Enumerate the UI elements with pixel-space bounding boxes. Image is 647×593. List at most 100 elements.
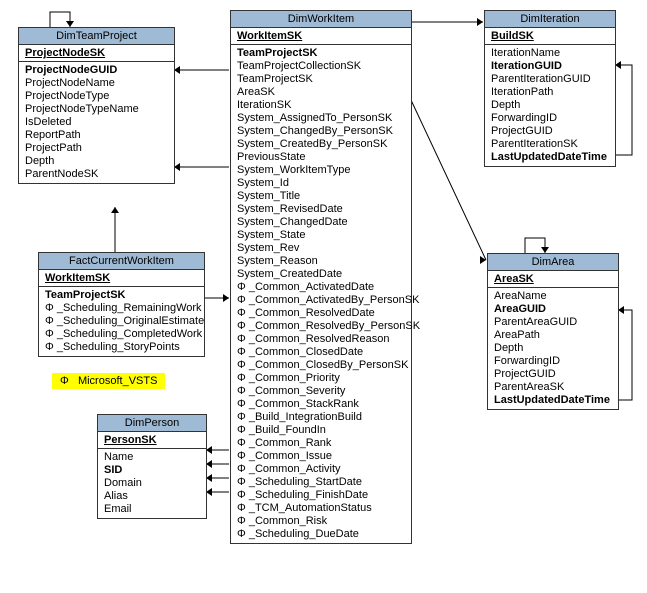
- entity-key: BuildSK: [485, 28, 615, 45]
- entity-field: System_ChangedDate: [237, 216, 405, 229]
- entity-field: System_Rev: [237, 242, 405, 255]
- entity-field: TeamProjectCollectionSK: [237, 60, 405, 73]
- entity-field: Φ _Scheduling_CompletedWork: [45, 328, 198, 341]
- entity-field: Domain: [104, 477, 200, 490]
- entity-field: IterationGUID: [491, 60, 609, 73]
- entity-field: ProjectNodeName: [25, 77, 168, 90]
- entity-field: Φ _Scheduling_OriginalEstimate: [45, 315, 198, 328]
- entity-field: Φ _Common_Issue: [237, 450, 405, 463]
- entity-key: WorkItemSK: [231, 28, 411, 45]
- entity-field: TeamProjectSK: [45, 289, 198, 302]
- entity-field: Φ _Scheduling_FinishDate: [237, 489, 405, 502]
- entity-field: Φ _TCM_AutomationStatus: [237, 502, 405, 515]
- entity-dimArea: DimAreaAreaSKAreaNameAreaGUIDParentAreaG…: [487, 253, 619, 410]
- entity-field: IterationSK: [237, 99, 405, 112]
- entity-field: ProjectPath: [25, 142, 168, 155]
- entity-body: IterationNameIterationGUIDParentIteratio…: [485, 45, 615, 166]
- entity-body: ProjectNodeGUIDProjectNodeNameProjectNod…: [19, 62, 174, 183]
- entity-field: Alias: [104, 490, 200, 503]
- entity-field: Φ _Scheduling_StartDate: [237, 476, 405, 489]
- entity-field: System_Reason: [237, 255, 405, 268]
- entity-body: NameSIDDomainAliasEmail: [98, 449, 206, 518]
- entity-title: FactCurrentWorkItem: [39, 253, 204, 270]
- entity-field: ParentAreaGUID: [494, 316, 612, 329]
- entity-dimTeamProject: DimTeamProjectProjectNodeSKProjectNodeGU…: [18, 27, 175, 184]
- entity-field: System_ChangedBy_PersonSK: [237, 125, 405, 138]
- entity-title: DimArea: [488, 254, 618, 271]
- entity-field: ProjectGUID: [494, 368, 612, 381]
- connector-arrow: [477, 18, 483, 26]
- connector-line: [618, 310, 632, 400]
- entity-field: ProjectNodeType: [25, 90, 168, 103]
- entity-field: SID: [104, 464, 200, 477]
- legend-box: Φ Microsoft_VSTS: [52, 373, 165, 389]
- entity-key: ProjectNodeSK: [19, 45, 174, 62]
- entity-dimWorkItem: DimWorkItemWorkItemSKTeamProjectSKTeamPr…: [230, 10, 412, 544]
- entity-key: PersonSK: [98, 432, 206, 449]
- entity-body: TeamProjectSKΦ _Scheduling_RemainingWork…: [39, 287, 204, 356]
- entity-field: ReportPath: [25, 129, 168, 142]
- entity-field: IterationPath: [491, 86, 609, 99]
- entity-body: AreaNameAreaGUIDParentAreaGUIDAreaPathDe…: [488, 288, 618, 409]
- connector-arrow: [223, 294, 229, 302]
- entity-field: System_CreatedDate: [237, 268, 405, 281]
- entity-field: ForwardingID: [494, 355, 612, 368]
- entity-field: IsDeleted: [25, 116, 168, 129]
- entity-field: System_WorkItemType: [237, 164, 405, 177]
- entity-field: Φ _Common_ResolvedReason: [237, 333, 405, 346]
- entity-dimIteration: DimIterationBuildSKIterationNameIteratio…: [484, 10, 616, 167]
- entity-field: Φ _Common_ResolvedDate: [237, 307, 405, 320]
- entity-field: ForwardingID: [491, 112, 609, 125]
- entity-field: System_Title: [237, 190, 405, 203]
- entity-field: Φ _Build_IntegrationBuild: [237, 411, 405, 424]
- entity-field: AreaName: [494, 290, 612, 303]
- entity-field: ParentIterationSK: [491, 138, 609, 151]
- entity-field: System_CreatedBy_PersonSK: [237, 138, 405, 151]
- entity-field: ProjectNodeGUID: [25, 64, 168, 77]
- entity-field: Φ _Common_ActivatedBy_PersonSK: [237, 294, 405, 307]
- entity-field: Φ _Common_ClosedBy_PersonSK: [237, 359, 405, 372]
- entity-field: Φ _Build_FoundIn: [237, 424, 405, 437]
- entity-title: DimTeamProject: [19, 28, 174, 45]
- entity-field: System_State: [237, 229, 405, 242]
- legend-symbol: Φ: [60, 375, 69, 387]
- entity-field: Φ _Common_Risk: [237, 515, 405, 528]
- entity-field: Φ _Common_Activity: [237, 463, 405, 476]
- entity-field: Depth: [491, 99, 609, 112]
- legend-label: Microsoft_VSTS: [78, 375, 157, 387]
- connector-arrow: [480, 256, 486, 264]
- connector-line: [525, 238, 545, 253]
- entity-field: Φ _Scheduling_StoryPoints: [45, 341, 198, 354]
- entity-field: Name: [104, 451, 200, 464]
- entity-field: TeamProjectSK: [237, 47, 405, 60]
- entity-field: AreaPath: [494, 329, 612, 342]
- entity-field: Φ _Scheduling_RemainingWork: [45, 302, 198, 315]
- entity-key: AreaSK: [488, 271, 618, 288]
- entity-field: ParentIterationGUID: [491, 73, 609, 86]
- entity-factCurrentWorkItem: FactCurrentWorkItemWorkItemSKTeamProject…: [38, 252, 205, 357]
- entity-field: Φ _Common_ActivatedDate: [237, 281, 405, 294]
- entity-field: Φ _Common_StackRank: [237, 398, 405, 411]
- entity-field: ParentAreaSK: [494, 381, 612, 394]
- entity-field: AreaSK: [237, 86, 405, 99]
- entity-field: Φ _Common_Priority: [237, 372, 405, 385]
- entity-field: Φ _Common_ClosedDate: [237, 346, 405, 359]
- entity-title: DimIteration: [485, 11, 615, 28]
- entity-field: Depth: [494, 342, 612, 355]
- connector-line: [411, 100, 486, 260]
- entity-field: System_RevisedDate: [237, 203, 405, 216]
- entity-title: DimPerson: [98, 415, 206, 432]
- entity-field: System_Id: [237, 177, 405, 190]
- entity-dimPerson: DimPersonPersonSKNameSIDDomainAliasEmail: [97, 414, 207, 519]
- entity-body: TeamProjectSKTeamProjectCollectionSKTeam…: [231, 45, 411, 543]
- entity-field: ProjectGUID: [491, 125, 609, 138]
- entity-field: LastUpdatedDateTime: [494, 394, 612, 407]
- entity-key: WorkItemSK: [39, 270, 204, 287]
- entity-field: LastUpdatedDateTime: [491, 151, 609, 164]
- entity-field: Φ _Common_ResolvedBy_PersonSK: [237, 320, 405, 333]
- entity-field: Φ _Scheduling_DueDate: [237, 528, 405, 541]
- connector-line: [615, 65, 632, 155]
- entity-field: ProjectNodeTypeName: [25, 103, 168, 116]
- entity-field: Depth: [25, 155, 168, 168]
- connector-line: [50, 12, 70, 27]
